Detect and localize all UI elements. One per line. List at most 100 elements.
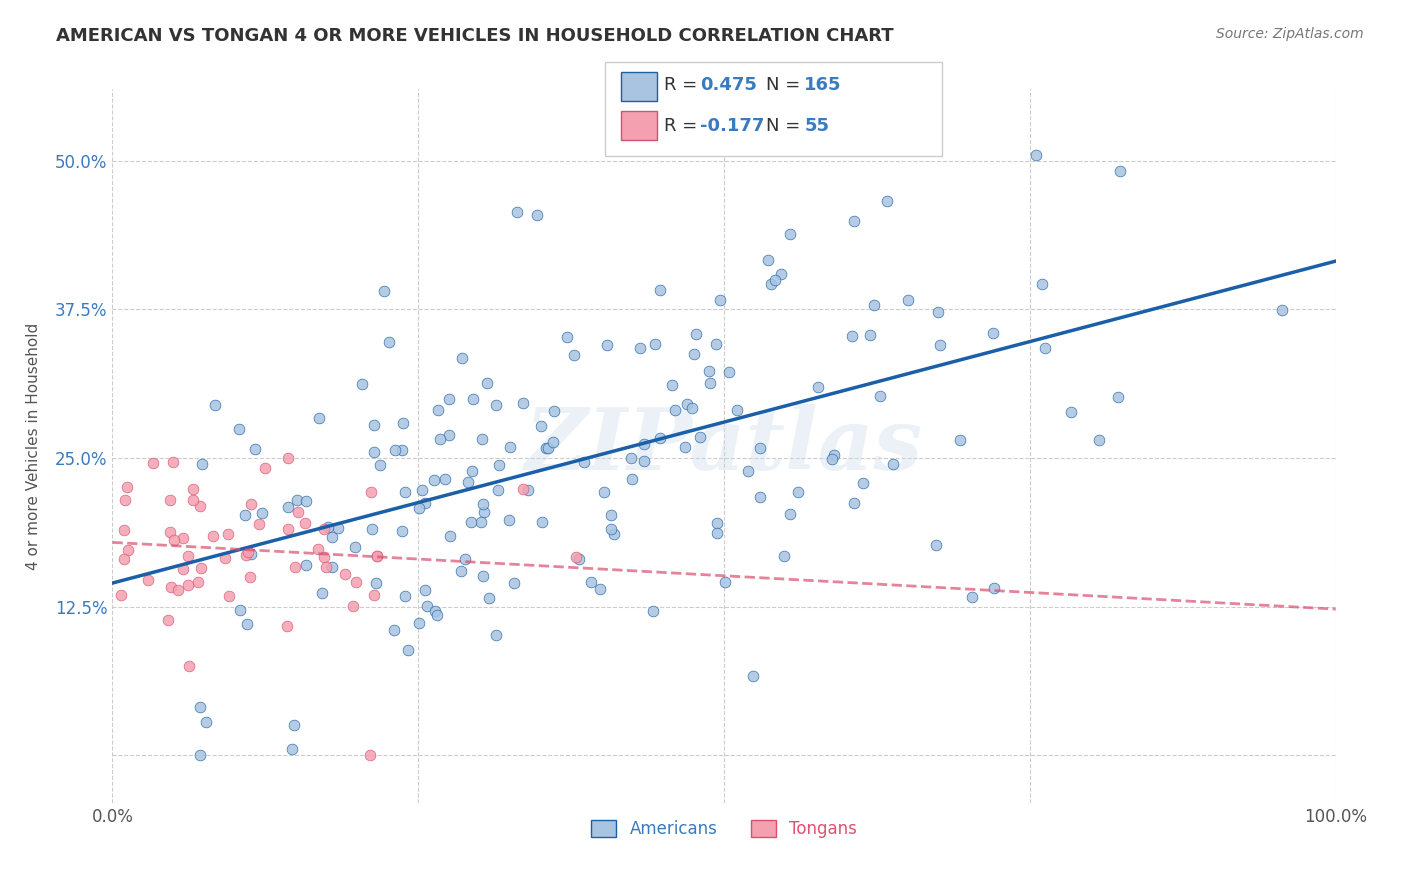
Point <box>503 575 526 590</box>
Point <box>863 298 886 312</box>
Point <box>741 669 763 683</box>
Point <box>283 718 305 732</box>
Point <box>287 505 309 519</box>
Text: R =: R = <box>664 117 703 135</box>
Point <box>366 549 388 563</box>
Point <box>366 549 388 564</box>
Point <box>565 549 588 564</box>
Point <box>579 575 602 590</box>
Point <box>202 528 225 542</box>
Point <box>461 392 484 407</box>
Point <box>737 464 759 478</box>
Point <box>472 505 495 519</box>
Point <box>254 461 277 475</box>
Point <box>159 524 181 539</box>
Point <box>457 475 479 490</box>
Point <box>512 483 534 497</box>
Point <box>949 433 972 447</box>
Point <box>426 403 449 417</box>
Point <box>235 508 257 523</box>
Point <box>704 337 727 351</box>
Text: 165: 165 <box>804 76 842 94</box>
Point <box>536 442 558 456</box>
Point <box>807 380 830 394</box>
Point <box>423 604 446 618</box>
Point <box>411 483 433 497</box>
Point <box>869 389 891 403</box>
Point <box>423 473 446 487</box>
Point <box>342 599 364 613</box>
Point <box>925 538 948 552</box>
Text: -0.177: -0.177 <box>700 117 765 135</box>
Point <box>136 573 159 587</box>
Point <box>628 341 651 355</box>
Point <box>460 515 482 529</box>
Point <box>437 428 460 442</box>
Point <box>363 588 385 602</box>
Point <box>706 525 728 540</box>
Point <box>1107 390 1129 404</box>
Point <box>756 252 779 267</box>
Point <box>593 485 616 500</box>
Point <box>673 440 696 454</box>
Point <box>368 458 391 472</box>
Point <box>633 454 655 468</box>
Point <box>391 442 413 457</box>
Point <box>373 284 395 298</box>
Point <box>689 430 711 444</box>
Point <box>277 500 299 515</box>
Text: AMERICAN VS TONGAN 4 OR MORE VEHICLES IN HOUSEHOLD CORRELATION CHART: AMERICAN VS TONGAN 4 OR MORE VEHICLES IN… <box>56 27 894 45</box>
Point <box>564 348 586 362</box>
Point <box>718 365 741 379</box>
Point <box>115 480 138 494</box>
Point <box>295 494 318 508</box>
Point <box>536 442 558 456</box>
Point <box>190 561 212 575</box>
Point <box>927 305 949 319</box>
Point <box>661 377 683 392</box>
Point <box>157 613 180 627</box>
Point <box>360 522 382 536</box>
Point <box>350 377 373 392</box>
Point <box>1109 164 1132 178</box>
Text: N =: N = <box>766 117 806 135</box>
Point <box>235 548 257 562</box>
Point <box>284 560 307 574</box>
Point <box>408 615 430 630</box>
Point <box>555 330 578 344</box>
Point <box>426 607 449 622</box>
Point <box>214 551 236 566</box>
Point <box>437 392 460 406</box>
Point <box>769 268 792 282</box>
Point <box>725 403 748 417</box>
Point <box>250 506 273 520</box>
Point <box>621 472 644 486</box>
Point <box>983 326 1005 340</box>
Text: ZIPatlas: ZIPatlas <box>524 404 924 488</box>
Point <box>190 748 212 763</box>
Point <box>363 417 385 432</box>
Point <box>499 441 522 455</box>
Point <box>506 205 529 219</box>
Y-axis label: 4 or more Vehicles in Household: 4 or more Vehicles in Household <box>27 322 41 570</box>
Point <box>344 574 367 589</box>
Point <box>326 521 349 535</box>
Point <box>218 589 240 603</box>
Point <box>277 522 299 536</box>
Point <box>541 435 564 450</box>
Point <box>240 496 263 510</box>
Text: N =: N = <box>766 76 806 94</box>
Point <box>470 516 492 530</box>
Point <box>644 336 666 351</box>
Legend: Americans, Tongans: Americans, Tongans <box>585 813 863 845</box>
Point <box>1035 341 1057 355</box>
Point <box>172 531 194 545</box>
Text: Source: ZipAtlas.com: Source: ZipAtlas.com <box>1216 27 1364 41</box>
Point <box>177 549 200 564</box>
Point <box>112 524 135 538</box>
Point <box>841 329 863 343</box>
Point <box>530 418 553 433</box>
Point <box>163 533 186 547</box>
Point <box>190 457 212 471</box>
Point <box>344 540 367 554</box>
